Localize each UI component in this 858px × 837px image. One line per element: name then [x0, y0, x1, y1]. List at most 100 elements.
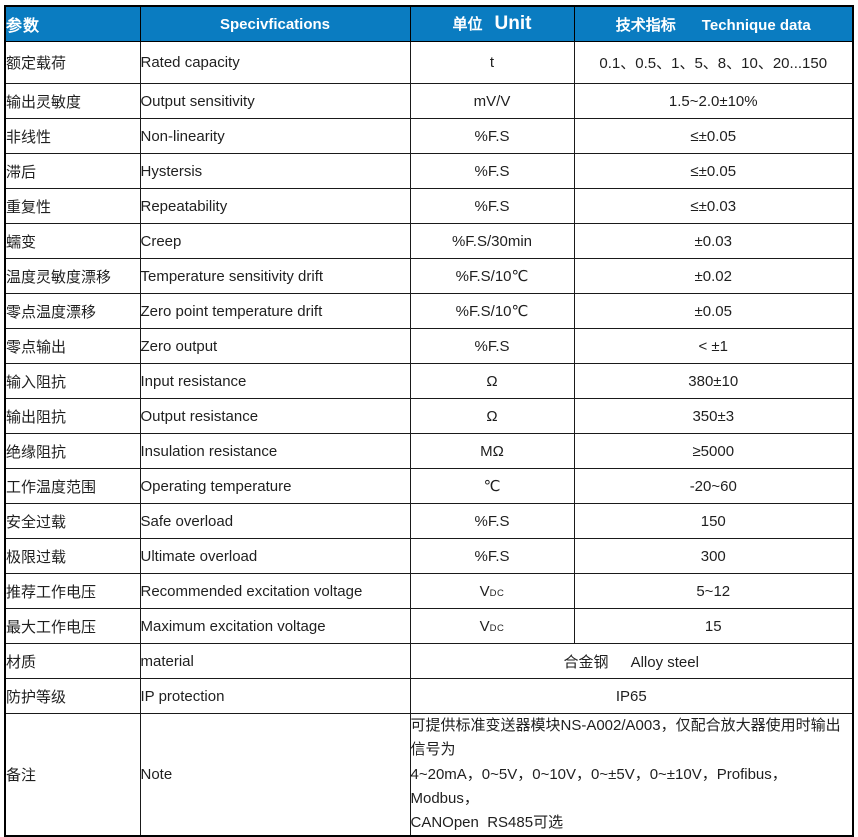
unit-cell: Ω [409, 363, 575, 399]
value-cell: ±0.03 [573, 223, 854, 259]
unit-cell: MΩ [409, 433, 575, 469]
table-row: 材质 material 合金钢 Alloy steel [4, 643, 854, 679]
unit-cell: %F.S/30min [409, 223, 575, 259]
header-unit-zh: 单位 [452, 16, 483, 33]
value-cell: ≤±0.05 [573, 118, 854, 154]
spec-cell: Maximum excitation voltage [139, 608, 411, 644]
spec-table: 参数 Specivfications 单位 Unit 技术指标 Technique … [4, 5, 854, 837]
table-row: 极限过载 Ultimate overload %F.S 300 [4, 538, 854, 574]
unit-cell: %F.S [409, 118, 575, 154]
table-row: 重复性 Repeatability %F.S ≤±0.03 [4, 188, 854, 224]
table-row: 备注 Note 可提供标准变送器模块NS-A002/A003，仅配合放大器使用时… [4, 713, 854, 837]
param-cell: 极限过载 [4, 538, 141, 574]
note-cell: 可提供标准变送器模块NS-A002/A003，仅配合放大器使用时输出信号为 4~… [409, 713, 854, 837]
param-cell: 备注 [4, 713, 141, 837]
spec-cell: IP protection [139, 678, 411, 714]
unit-cell: VDC [409, 573, 575, 609]
table-row: 输出阻抗 Output resistance Ω 350±3 [4, 398, 854, 434]
value-cell: ≤±0.03 [573, 188, 854, 224]
table-row: 额定载荷 Rated capacity t 0.1、0.5、1、5、8、10、2… [4, 41, 854, 84]
spec-cell: Output resistance [139, 398, 411, 434]
value-cell: 15 [573, 608, 854, 644]
header-data: 技术指标 Technique data [573, 5, 854, 42]
spec-cell: Ultimate overload [139, 538, 411, 574]
table-row: 蠕变 Creep %F.S/30min ±0.03 [4, 223, 854, 259]
table-row: 最大工作电压 Maximum excitation voltage VDC 15 [4, 608, 854, 644]
table-row: 温度灵敏度漂移 Temperature sensitivity drift %F… [4, 258, 854, 294]
unit-cell: ℃ [409, 468, 575, 504]
param-cell: 零点温度漂移 [4, 293, 141, 329]
value-cell: 300 [573, 538, 854, 574]
unit-cell: %F.S [409, 503, 575, 539]
value-cell: 380±10 [573, 363, 854, 399]
spec-cell: Output sensitivity [139, 83, 411, 119]
spec-cell: Non-linearity [139, 118, 411, 154]
table-row: 绝缘阻抗 Insulation resistance MΩ ≥5000 [4, 433, 854, 469]
value-cell: 1.5~2.0±10% [573, 83, 854, 119]
table-row: 零点输出 Zero output %F.S < ±1 [4, 328, 854, 364]
value-cell: 0.1、0.5、1、5、8、10、20...150 [573, 41, 854, 84]
param-cell: 防护等级 [4, 678, 141, 714]
unit-cell: %F.S/10℃ [409, 293, 575, 329]
table-row: 推荐工作电压 Recommended excitation voltage VD… [4, 573, 854, 609]
value-cell: < ±1 [573, 328, 854, 364]
material-zh: 合金钢 [563, 653, 609, 671]
spec-cell: Zero output [139, 328, 411, 364]
value-cell: 150 [573, 503, 854, 539]
unit-cell: %F.S [409, 538, 575, 574]
param-cell: 工作温度范围 [4, 468, 141, 504]
param-cell: 重复性 [4, 188, 141, 224]
spec-cell: Hystersis [139, 153, 411, 189]
value-cell-merged: IP65 [409, 678, 854, 714]
material-en: Alloy steel [630, 653, 699, 671]
header-data-en: Technique data [701, 16, 811, 34]
table-row: 零点温度漂移 Zero point temperature drift %F.S… [4, 293, 854, 329]
spec-cell: Creep [139, 223, 411, 259]
param-cell: 零点输出 [4, 328, 141, 364]
table-row: 防护等级 IP protection IP65 [4, 678, 854, 714]
header-unit-en: Unit [494, 13, 532, 34]
param-cell: 推荐工作电压 [4, 573, 141, 609]
param-cell: 额定载荷 [4, 41, 141, 84]
spec-cell: Input resistance [139, 363, 411, 399]
unit-cell: %F.S [409, 153, 575, 189]
value-cell: ≥5000 [573, 433, 854, 469]
spec-cell: Note [139, 713, 411, 837]
table-row: 输入阻抗 Input resistance Ω 380±10 [4, 363, 854, 399]
table-row: 安全过载 Safe overload %F.S 150 [4, 503, 854, 539]
unit-cell: %F.S/10℃ [409, 258, 575, 294]
table-row: 工作温度范围 Operating temperature ℃ -20~60 [4, 468, 854, 504]
header-data-zh: 技术指标 [615, 16, 676, 34]
header-unit: 单位 Unit [409, 5, 575, 42]
param-cell: 温度灵敏度漂移 [4, 258, 141, 294]
value-cell: ±0.05 [573, 293, 854, 329]
unit-cell: mV/V [409, 83, 575, 119]
param-cell: 非线性 [4, 118, 141, 154]
value-cell-merged: 合金钢 Alloy steel [409, 643, 854, 679]
table-row: 非线性 Non-linearity %F.S ≤±0.05 [4, 118, 854, 154]
spec-cell: Safe overload [139, 503, 411, 539]
value-cell: 350±3 [573, 398, 854, 434]
param-cell: 最大工作电压 [4, 608, 141, 644]
header-spec: Specivfications [139, 5, 411, 42]
unit-cell: VDC [409, 608, 575, 644]
spec-cell: Operating temperature [139, 468, 411, 504]
spec-cell: Temperature sensitivity drift [139, 258, 411, 294]
param-cell: 材质 [4, 643, 141, 679]
unit-cell: t [409, 41, 575, 84]
param-cell: 蠕变 [4, 223, 141, 259]
header-row: 参数 Specivfications 单位 Unit 技术指标 Technique … [4, 5, 854, 42]
table-row: 滞后 Hystersis %F.S ≤±0.05 [4, 153, 854, 189]
value-cell: -20~60 [573, 468, 854, 504]
spec-cell: Zero point temperature drift [139, 293, 411, 329]
spec-cell: Recommended excitation voltage [139, 573, 411, 609]
spec-cell: Repeatability [139, 188, 411, 224]
param-cell: 输出阻抗 [4, 398, 141, 434]
value-cell: ≤±0.05 [573, 153, 854, 189]
value-cell: 5~12 [573, 573, 854, 609]
unit-cell: Ω [409, 398, 575, 434]
spec-cell: Insulation resistance [139, 433, 411, 469]
param-cell: 安全过载 [4, 503, 141, 539]
param-cell: 滞后 [4, 153, 141, 189]
value-cell: ±0.02 [573, 258, 854, 294]
